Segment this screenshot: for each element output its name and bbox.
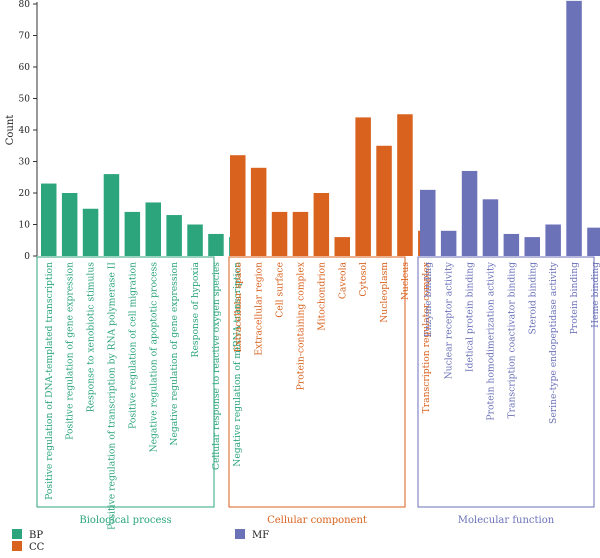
category-label: Cell surface: [275, 262, 286, 318]
group-title-mf: Molecular function: [458, 515, 555, 526]
group-box-mf: [417, 256, 595, 508]
bar-bp-7: [166, 215, 182, 256]
category-label: Cellular response to reactive oxygen spe…: [211, 262, 222, 470]
y-tick-label: 30: [19, 158, 31, 168]
y-tick-label: 80: [19, 0, 31, 10]
category-label: Negative regulation of apoptotic process: [148, 262, 159, 453]
bar-cc-6: [334, 237, 350, 256]
bar-mf-9: [587, 227, 600, 256]
group-boxes: Biological process Cellular component Mole…: [36, 256, 595, 526]
y-tick-label: 70: [19, 32, 31, 42]
bar-bp-4: [103, 174, 120, 256]
bar-cc-4: [292, 211, 309, 256]
category-label: Positive regulation of DNA-templated tra…: [44, 262, 55, 500]
group-box-cc: [228, 256, 406, 508]
bar-mf-3: [461, 170, 478, 256]
bar-cc-9: [397, 114, 413, 256]
legend-label-mf: MF: [252, 530, 269, 541]
bar-mf-5: [503, 233, 520, 256]
category-label: Response to xenobiotic stimulus: [86, 262, 97, 413]
category-label: Response of hypoxia: [190, 261, 201, 357]
category-label: Protein homodimerization activity: [485, 261, 496, 420]
group-title-bp: Biological process: [79, 515, 171, 526]
legend-swatch-cc: [12, 541, 22, 551]
bar-mf-2: [440, 230, 457, 256]
category-label: Mitochondrion: [316, 262, 327, 331]
category-label: Extracellular space: [233, 262, 244, 352]
bar-bp-1: [41, 183, 57, 256]
category-label: Heme binding: [590, 262, 600, 328]
category-label: Transcription coactivator binding: [506, 262, 517, 419]
category-label: Positive regulation of gene expression: [65, 262, 76, 440]
bar-cc-8: [376, 145, 392, 256]
category-label: Transcription regulator complex: [421, 261, 432, 413]
y-tick-label: 0: [24, 252, 30, 262]
bar-mf-4: [482, 199, 499, 256]
bar-bp-8: [187, 224, 203, 256]
category-label: Protein binding: [569, 262, 580, 334]
bar-bp-6: [145, 202, 161, 256]
bar-mf-7: [545, 224, 561, 256]
legend-swatch-mf: [235, 529, 245, 539]
y-axis: 0 10 20 30 40 50 60 70 80: [19, 0, 38, 262]
bar-cc-5: [313, 193, 330, 256]
category-label: Cytosol: [358, 262, 369, 297]
bar-cc-3: [271, 211, 288, 256]
category-label: Positive regulation of transcription by …: [106, 262, 117, 530]
bar-cc-7: [355, 117, 371, 257]
bar-bp-3: [82, 208, 99, 256]
y-axis-title: Count: [5, 115, 16, 146]
category-label: Nuclear receptor activity: [444, 261, 455, 379]
category-label: Positive regulation of cell migration: [127, 262, 138, 429]
y-tick-label: 20: [19, 189, 31, 199]
category-label: Serine-type endopeptidase activity: [548, 261, 559, 424]
y-tick-label: 60: [19, 63, 31, 73]
y-tick-label: 10: [19, 221, 31, 231]
category-label: Negative regulation of gene expression: [169, 262, 180, 446]
category-label: Caveola: [337, 261, 348, 299]
category-label: Negative regulation of miRNA transcripti…: [232, 262, 243, 467]
y-tick-label: 50: [19, 95, 31, 105]
bar-cc-2: [250, 167, 267, 256]
bar-mf-8: [566, 0, 582, 256]
bar-mf-1: [420, 189, 436, 256]
category-label: Idetical protein binding: [465, 262, 476, 372]
bar-bp-5: [124, 211, 141, 256]
bar-mf-6: [524, 237, 540, 256]
category-label: Extracellular region: [254, 262, 265, 356]
category-label: Steroid binding: [527, 262, 538, 335]
bar-cc-1: [230, 155, 246, 256]
category-label: Enzyme binding: [423, 262, 434, 337]
bar-bp-9: [208, 233, 224, 256]
legend-label-bp: BP: [29, 530, 43, 541]
category-label: Protein-containing complex: [295, 261, 306, 390]
bars: [41, 0, 600, 257]
group-box-bp: [36, 256, 215, 508]
legend-label-cc: CC: [29, 542, 45, 553]
legend-swatch-bp: [12, 529, 22, 539]
category-labels: Positive regulation of DNA-templated tra…: [44, 261, 600, 530]
group-title-cc: Cellular component: [267, 515, 367, 526]
y-tick-label: 40: [19, 126, 31, 136]
category-label: Nucleoplasm: [379, 262, 390, 323]
bar-bp-2: [61, 193, 78, 256]
